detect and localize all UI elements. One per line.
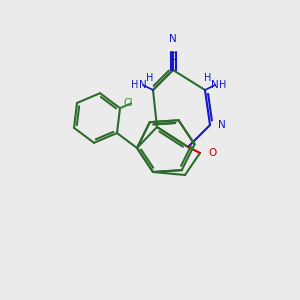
- Text: H: H: [204, 73, 212, 83]
- Text: N: N: [218, 120, 226, 130]
- Text: Cl: Cl: [123, 98, 133, 109]
- Text: H: H: [219, 80, 227, 90]
- Text: N: N: [211, 80, 219, 90]
- Text: H: H: [146, 73, 154, 83]
- Text: N: N: [139, 80, 147, 90]
- Text: O: O: [208, 148, 216, 158]
- Text: N: N: [169, 34, 177, 44]
- Text: C: C: [169, 52, 177, 62]
- Text: H: H: [131, 80, 139, 90]
